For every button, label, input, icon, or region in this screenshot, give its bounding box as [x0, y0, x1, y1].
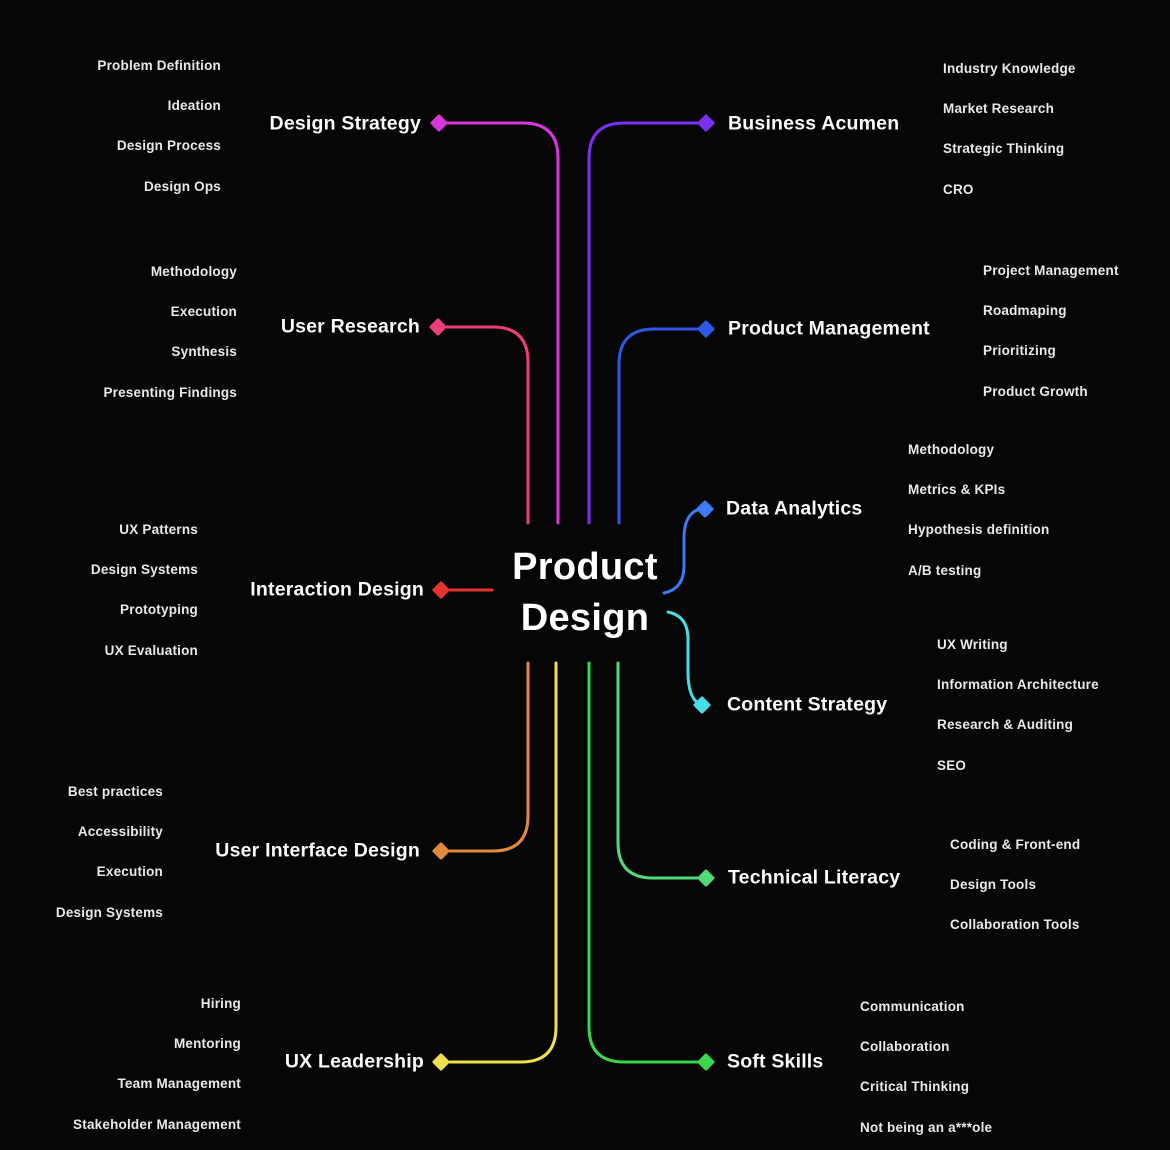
center-title-line1: Product [512, 546, 658, 588]
user-research-items: Methodology Execution Synthesis Presenti… [103, 251, 237, 412]
content-strategy-items: UX Writing Information Architecture Rese… [937, 624, 1099, 785]
sub-skill: Ideation [167, 97, 221, 113]
business-acumen-connector [587, 121, 699, 525]
sub-skill: Methodology [908, 441, 995, 457]
branch-label-interaction-design: Interaction Design [250, 578, 424, 601]
center-title-line2: Design [520, 597, 650, 639]
sub-skill: Product Growth [983, 383, 1088, 399]
sub-skill: Execution [170, 303, 237, 319]
sub-skill: UX Evaluation [104, 642, 198, 658]
soft-skills-items: Communication Collaboration Critical Thi… [860, 986, 992, 1147]
business-acumen-items: Industry Knowledge Market Research Strat… [943, 48, 1076, 209]
sub-skill: Problem Definition [97, 57, 221, 73]
sub-skill: Prototyping [120, 602, 198, 618]
sub-skill: Execution [96, 864, 163, 880]
sub-skill: Team Management [117, 1076, 241, 1092]
business-acumen-diamond-icon [697, 114, 715, 132]
branch-label-business-acumen: Business Acumen [728, 112, 900, 135]
data-analytics-items: Methodology Metrics & KPIs Hypothesis de… [908, 429, 1049, 590]
technical-literacy-connector [616, 661, 699, 880]
interaction-design-diamond-icon [432, 581, 450, 599]
user-research-diamond-icon [429, 318, 447, 336]
branch-label-soft-skills: Soft Skills [727, 1050, 824, 1073]
sub-skill: Not being an a***ole [860, 1119, 993, 1135]
branch-label-design-strategy: Design Strategy [269, 112, 421, 135]
sub-skill: A/B testing [908, 562, 982, 578]
interaction-design-items: UX Patterns Design Systems Prototyping U… [91, 509, 198, 670]
design-strategy-connector [446, 121, 560, 525]
sub-skill: Research & Auditing [937, 717, 1074, 733]
ui-design-connector [448, 661, 530, 853]
sub-skill: Metrics & KPIs [908, 481, 1006, 497]
sub-skill: Market Research [943, 100, 1055, 116]
branch-label-technical-literacy: Technical Literacy [728, 866, 901, 889]
ux-leadership-items: Hiring Mentoring Team Management Stakeho… [73, 983, 241, 1144]
sub-skill: Design Systems [90, 561, 198, 577]
branch-label-content-strategy: Content Strategy [727, 693, 888, 716]
sub-skill: Design Tools [950, 876, 1037, 892]
sub-skill: Strategic Thinking [943, 141, 1065, 157]
soft-skills-diamond-icon [697, 1053, 715, 1071]
sub-skill: Collaboration Tools [950, 917, 1080, 933]
sub-skill: UX Writing [937, 636, 1008, 652]
ui-design-items: Best practices Accessibility Execution D… [56, 771, 163, 932]
sub-skill: Critical Thinking [860, 1079, 970, 1095]
sub-skill: Prioritizing [983, 343, 1056, 359]
user-research-connector [445, 325, 530, 525]
sub-skill: CRO [943, 181, 974, 197]
sub-skill: Roadmaping [983, 302, 1067, 318]
sub-skill: Mentoring [173, 1035, 241, 1051]
sub-skill: Methodology [150, 263, 237, 279]
sub-skill: Collaboration [860, 1038, 950, 1054]
branch-label-user-interface-design: User Interface Design [215, 839, 420, 862]
sub-skill: Hiring [200, 995, 241, 1011]
technical-literacy-items: Coding & Front-end Design Tools Collabor… [950, 824, 1080, 945]
sub-skill: Project Management [983, 262, 1119, 278]
design-strategy-diamond-icon [430, 114, 448, 132]
sub-skill: Stakeholder Management [73, 1116, 241, 1132]
sub-skill: SEO [937, 757, 967, 773]
sub-skill: Coding & Front-end [950, 836, 1081, 852]
soft-skills-connector [587, 661, 699, 1064]
sub-skill: Best practices [67, 783, 163, 799]
sub-skill: Accessibility [77, 823, 163, 839]
content-strategy-diamond-icon [693, 696, 711, 714]
sub-skill: Design Ops [143, 178, 221, 194]
content-strategy-connector [666, 610, 700, 705]
sub-skill: Synthesis [171, 344, 237, 360]
branch-label-ux-leadership: UX Leadership [284, 1050, 424, 1073]
technical-literacy-diamond-icon [697, 869, 715, 887]
ui-design-diamond-icon [432, 842, 450, 860]
sub-skill: Information Architecture [937, 676, 1099, 692]
branch-label-data-analytics: Data Analytics [726, 497, 863, 520]
product-management-connector [617, 327, 699, 525]
sub-skill: Industry Knowledge [943, 60, 1076, 76]
sub-skill: Design Process [116, 138, 221, 154]
sub-skill: Design Systems [55, 904, 163, 920]
data-analytics-connector [662, 508, 699, 595]
ux-leadership-diamond-icon [432, 1053, 450, 1071]
product-management-diamond-icon [697, 320, 715, 338]
center-node-title: Product Design [512, 542, 658, 644]
sub-skill: Hypothesis definition [908, 522, 1050, 538]
design-strategy-items: Problem Definition Ideation Design Proce… [97, 45, 221, 206]
branch-label-product-management: Product Management [728, 317, 930, 340]
sub-skill: Presenting Findings [103, 384, 237, 400]
sub-skill: UX Patterns [119, 521, 198, 537]
data-analytics-diamond-icon [696, 500, 714, 518]
ux-leadership-connector [448, 661, 558, 1064]
branch-label-user-research: User Research [280, 315, 420, 338]
product-management-items: Project Management Roadmaping Prioritizi… [983, 250, 1119, 411]
sub-skill: Communication [860, 998, 965, 1014]
